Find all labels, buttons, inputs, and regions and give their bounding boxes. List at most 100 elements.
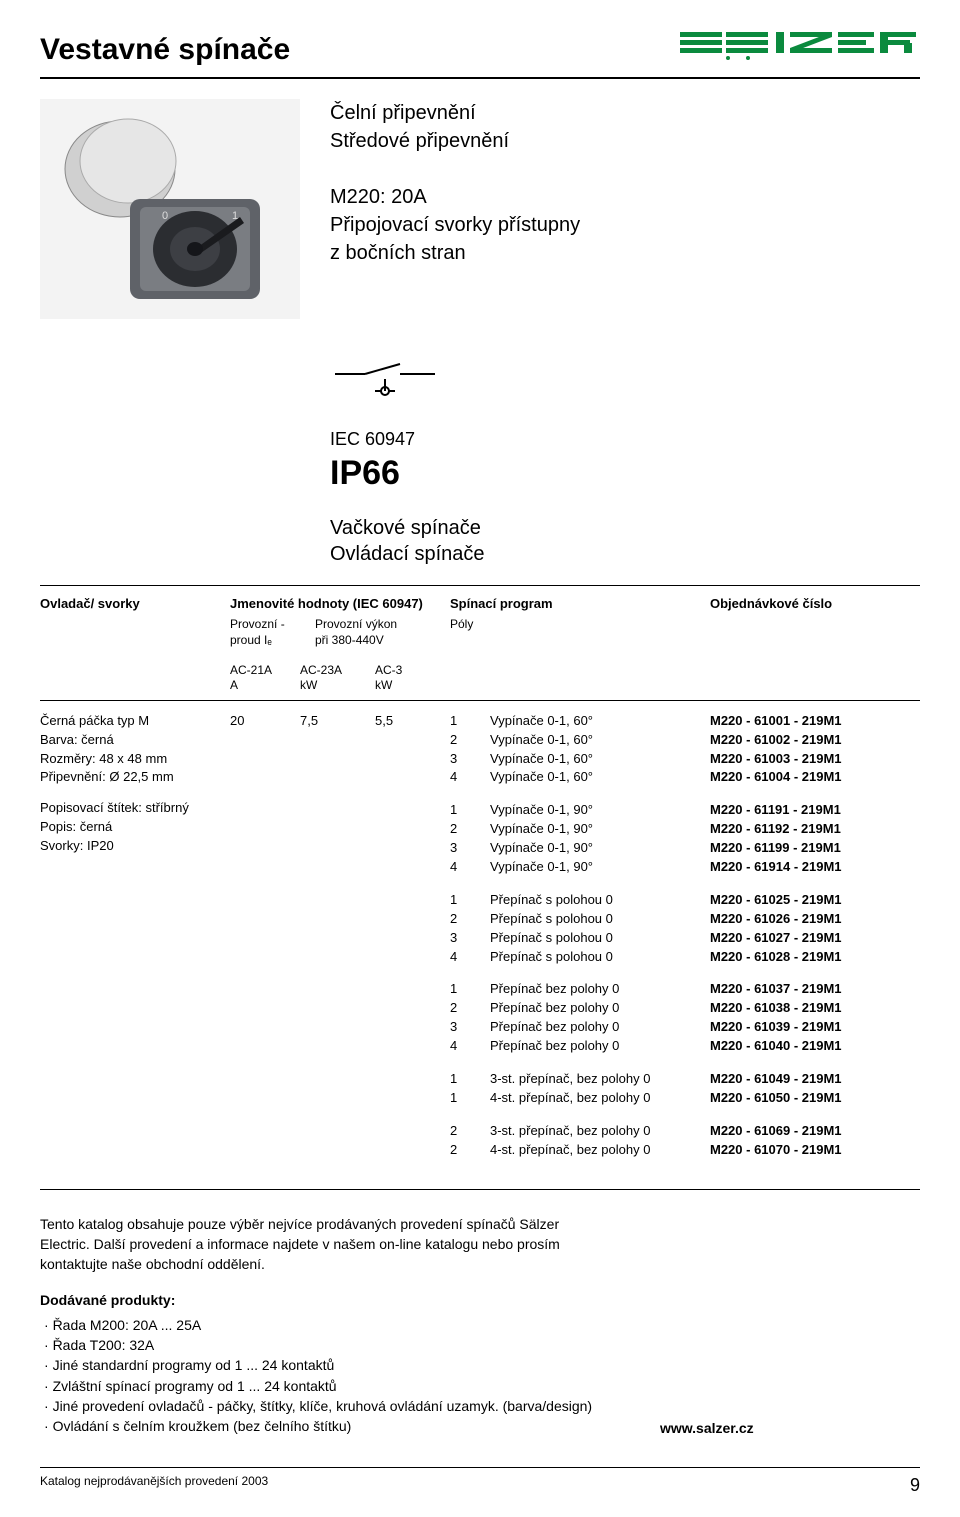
pole-count: 2 — [450, 911, 490, 928]
intro-model-sub1: Připojovací svorky přístupny — [330, 211, 580, 239]
order-number: M220 - 61028 - 219M1 — [710, 949, 920, 966]
order-number: M220 - 61025 - 219M1 — [710, 892, 920, 909]
th-sub-power1: Provozní výkon — [315, 617, 450, 633]
th-controller: Ovladač/ svorky — [40, 596, 230, 613]
program-group: 1234Přepínač s polohou 0Přepínač s poloh… — [450, 892, 920, 968]
intro-model: M220: 20A — [330, 183, 580, 211]
spec-line: Připevnění: Ø 22,5 mm — [40, 769, 230, 786]
delivered-item: Zvláštní spínací programy od 1 ... 24 ko… — [44, 1376, 920, 1396]
pole-count: 1 — [450, 1090, 490, 1107]
th-sub-current1: Provozní - — [230, 617, 315, 633]
unit-kw1: kW — [300, 678, 375, 694]
program-desc: Přepínač s polohou 0 — [490, 949, 710, 966]
pole-count: 4 — [450, 859, 490, 876]
website-url: www.salzer.cz — [660, 1419, 920, 1437]
subhead1: Vačkové spínače — [330, 515, 920, 541]
program-desc: Přepínač bez polohy 0 — [490, 1019, 710, 1036]
order-number: M220 - 61026 - 219M1 — [710, 911, 920, 928]
program-desc: Vypínače 0-1, 90° — [490, 859, 710, 876]
program-desc: 3-st. přepínač, bez polohy 0 — [490, 1071, 710, 1088]
pole-count: 1 — [450, 892, 490, 909]
intro-model-sub2: z bočních stran — [330, 239, 580, 267]
spec-line: Rozměry: 48 x 48 mm — [40, 751, 230, 768]
program-desc: Vypínače 0-1, 90° — [490, 802, 710, 819]
pole-count: 3 — [450, 1019, 490, 1036]
order-number: M220 - 61038 - 219M1 — [710, 1000, 920, 1017]
delivered-products-head: Dodávané produkty: — [40, 1290, 920, 1310]
product-image: 0 1 — [40, 99, 300, 319]
rating-val1: 20 — [230, 713, 300, 1175]
delivered-item: Jiné standardní programy od 1 ... 24 kon… — [44, 1355, 920, 1375]
pole-count: 3 — [450, 930, 490, 947]
program-desc: 4-st. přepínač, bez polohy 0 — [490, 1090, 710, 1107]
program-desc: Vypínače 0-1, 90° — [490, 840, 710, 857]
program-group: 1234Vypínače 0-1, 60°Vypínače 0-1, 60°Vy… — [450, 713, 920, 789]
program-desc: Vypínače 0-1, 60° — [490, 769, 710, 786]
program-group: 1234Vypínače 0-1, 90°Vypínače 0-1, 90°Vy… — [450, 802, 920, 878]
pole-count: 3 — [450, 840, 490, 857]
spec-line: Černá páčka typ M — [40, 713, 230, 730]
rating-val2: 7,5 — [300, 713, 375, 1175]
order-number: M220 - 61199 - 219M1 — [710, 840, 920, 857]
th-poles: Póly — [450, 617, 490, 633]
pole-count: 2 — [450, 1123, 490, 1140]
program-group: 2 23-st. přepínač, bez polohy 0 4-st. přep… — [450, 1123, 920, 1161]
pole-count: 4 — [450, 769, 490, 786]
pole-count: 4 — [450, 949, 490, 966]
pole-count: 1 — [450, 1071, 490, 1088]
ip-rating: IP66 — [330, 451, 920, 495]
th-sub-power2: při 380-440V — [315, 633, 450, 649]
spec-line: Svorky: IP20 — [40, 838, 230, 855]
order-number: M220 - 61069 - 219M1 — [710, 1123, 920, 1140]
pole-count: 2 — [450, 1142, 490, 1159]
svg-text:1: 1 — [232, 210, 238, 222]
program-desc: Přepínač s polohou 0 — [490, 911, 710, 928]
delivered-item: Řada T200: 32A — [44, 1335, 920, 1355]
pole-count: 2 — [450, 732, 490, 749]
program-desc: Přepínač s polohou 0 — [490, 930, 710, 947]
delivered-item: Řada M200: 20A ... 25A — [44, 1315, 920, 1335]
order-number: M220 - 61004 - 219M1 — [710, 769, 920, 786]
order-number: M220 - 61070 - 219M1 — [710, 1142, 920, 1159]
intro-line1: Čelní připevnění — [330, 99, 580, 127]
program-desc: Přepínač bez polohy 0 — [490, 981, 710, 998]
page-title: Vestavné spínače — [40, 30, 290, 69]
unit-a: A — [230, 678, 300, 694]
svg-text:0: 0 — [162, 210, 168, 222]
pole-count: 2 — [450, 821, 490, 838]
order-number: M220 - 61192 - 219M1 — [710, 821, 920, 838]
th-ratings: Jmenovité hodnoty (IEC 60947) — [230, 596, 450, 613]
program-desc: Vypínače 0-1, 90° — [490, 821, 710, 838]
program-desc: Vypínače 0-1, 60° — [490, 713, 710, 730]
switch-symbol-icon — [330, 359, 920, 404]
rating-val3: 5,5 — [375, 713, 450, 1175]
unit-ac3: AC-3 — [375, 663, 450, 679]
th-sub-current2: proud Iₑ — [230, 633, 315, 649]
pole-count: 4 — [450, 1038, 490, 1055]
pole-count: 1 — [450, 802, 490, 819]
order-number: M220 - 61039 - 219M1 — [710, 1019, 920, 1036]
th-order: Objednávkové číslo — [710, 596, 920, 613]
order-number: M220 - 61001 - 219M1 — [710, 713, 920, 730]
program-group: 1234Přepínač bez polohy 0Přepínač bez po… — [450, 981, 920, 1057]
program-desc: 3-st. přepínač, bez polohy 0 — [490, 1123, 710, 1140]
program-desc: Přepínač s polohou 0 — [490, 892, 710, 909]
spec-line: Barva: černá — [40, 732, 230, 749]
order-number: M220 - 61040 - 219M1 — [710, 1038, 920, 1055]
footer-paragraph: Tento katalog obsahuje pouze výběr nejví… — [40, 1214, 600, 1275]
unit-kw2: kW — [375, 678, 450, 694]
pole-count: 3 — [450, 751, 490, 768]
order-number: M220 - 61027 - 219M1 — [710, 930, 920, 947]
delivered-item: Jiné provedení ovladačů - páčky, štítky,… — [44, 1396, 920, 1416]
pole-count: 1 — [450, 713, 490, 730]
subhead2: Ovládací spínače — [330, 541, 920, 567]
program-desc: Vypínače 0-1, 60° — [490, 732, 710, 749]
program-desc: 4-st. přepínač, bez polohy 0 — [490, 1142, 710, 1159]
th-program: Spínací program — [450, 596, 710, 613]
spec-line: Popis: černá — [40, 819, 230, 836]
catalog-footer: Katalog nejprodávanějších provedení 2003 — [40, 1474, 268, 1497]
brand-logo — [680, 30, 920, 64]
program-desc: Přepínač bez polohy 0 — [490, 1038, 710, 1055]
intro-line2: Středové připevnění — [330, 127, 580, 155]
program-desc: Přepínač bez polohy 0 — [490, 1000, 710, 1017]
